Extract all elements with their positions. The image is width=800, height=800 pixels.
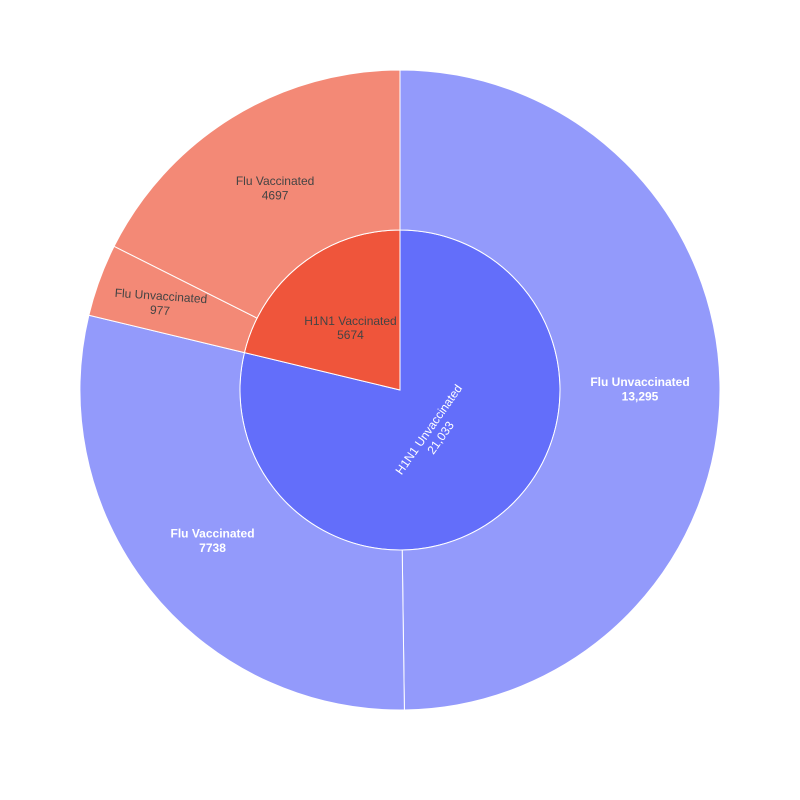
h1n1-vaccinated-label-value: 5674 (337, 328, 364, 342)
h1n1-vaccinated-flu-unvaccinated-label: Flu Unvaccinated977 (113, 286, 207, 321)
segments (79, 69, 721, 711)
h1n1-unvaccinated-flu-vaccinated-label-value: 7738 (199, 541, 226, 555)
h1n1-unvaccinated-flu-vaccinated-segment[interactable] (79, 314, 405, 711)
h1n1-unvaccinated-flu-unvaccinated-label-text: Flu Unvaccinated (590, 375, 689, 389)
h1n1-unvaccinated-flu-unvaccinated-label-value: 13,295 (622, 389, 659, 403)
h1n1-unvaccinated-flu-unvaccinated-label: Flu Unvaccinated 13,295 (590, 375, 689, 403)
h1n1-unvaccinated-flu-vaccinated-label: Flu Vaccinated 7738 (171, 526, 255, 554)
h1n1-unvaccinated-flu-unvaccinated-segment[interactable] (399, 69, 721, 711)
h1n1-unvaccinated-flu-vaccinated-label-text: Flu Vaccinated (171, 526, 255, 540)
h1n1-vaccinated-label: H1N1 Vaccinated 5674 (304, 314, 397, 342)
h1n1-vaccinated-flu-vaccinated-label-value: 4697 (262, 188, 289, 202)
h1n1-vaccinated-flu-unvaccinated-label-text: Flu Unvaccinated (114, 286, 207, 306)
h1n1-vaccinated-flu-unvaccinated-label-value: 977 (149, 303, 170, 318)
h1n1-vaccinated-flu-vaccinated-segment[interactable] (113, 69, 401, 319)
h1n1-vaccinated-flu-vaccinated-label: Flu Vaccinated 4697 (236, 174, 315, 202)
h1n1-vaccinated-label-text: H1N1 Vaccinated (304, 314, 397, 328)
h1n1-vaccinated-flu-vaccinated-label-text: Flu Vaccinated (236, 174, 315, 188)
